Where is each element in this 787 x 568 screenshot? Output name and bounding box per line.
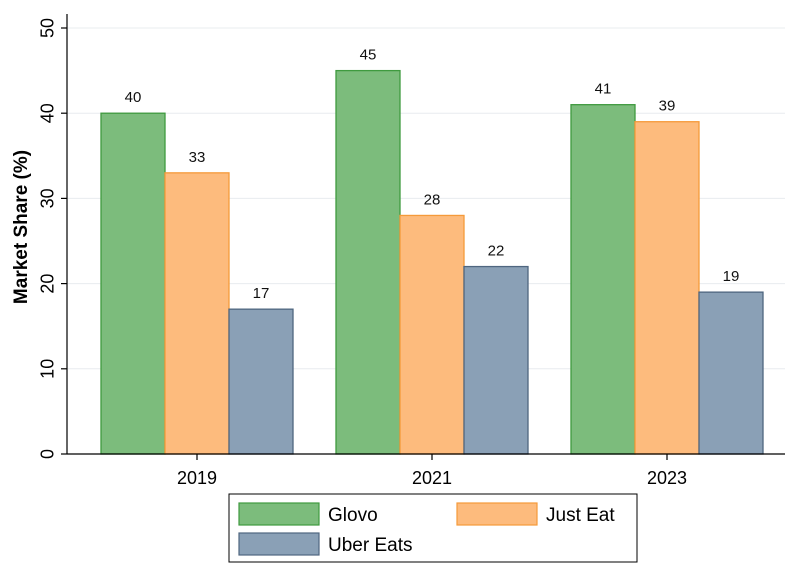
data-labels: 40 33 17 45 28 22 41 39 19: [125, 47, 740, 303]
y-tick-label-10: 10: [37, 359, 57, 379]
bar-just-eat-2023: [634, 121, 700, 455]
data-label-glovo-2021: 45: [360, 47, 377, 64]
bars: [100, 69, 764, 455]
y-tick-label-40: 40: [37, 103, 57, 123]
data-label-glovo-2023: 41: [595, 81, 612, 98]
legend: Glovo Just Eat Uber Eats: [228, 493, 638, 563]
data-label-uber-eats-2019: 17: [253, 285, 270, 302]
bar-uber-eats-2019: [228, 308, 294, 455]
y-tick-label-0: 0: [37, 449, 57, 459]
y-tick-label-20: 20: [37, 274, 57, 294]
legend-swatch-glovo: [238, 502, 320, 526]
bar-uber-eats-2021: [463, 265, 529, 455]
y-tick-label-30: 30: [37, 188, 57, 208]
bar-just-eat-2021: [399, 214, 465, 455]
bar-glovo-2021: [335, 69, 401, 455]
data-label-uber-eats-2023: 19: [723, 268, 740, 285]
legend-swatch-just-eat: [456, 502, 538, 526]
bar-just-eat-2019: [164, 172, 230, 455]
data-label-uber-eats-2021: 22: [488, 243, 505, 260]
y-tick-label-50: 50: [37, 18, 57, 38]
bar-glovo-2019: [100, 112, 166, 455]
data-label-just-eat-2021: 28: [424, 191, 441, 208]
y-axis-title: Market Share (%): [11, 150, 32, 304]
x-tick-label-2019: 2019: [177, 468, 217, 488]
x-tick-label-2021: 2021: [412, 468, 452, 488]
legend-label-just-eat: Just Eat: [546, 505, 615, 526]
axes: 0 10 20 30 40 50 2019 2021 2023: [37, 14, 785, 488]
legend-label-uber-eats: Uber Eats: [328, 535, 412, 556]
data-label-just-eat-2023: 39: [659, 98, 676, 115]
bar-uber-eats-2023: [698, 291, 764, 455]
legend-swatch-uber-eats: [238, 532, 320, 556]
legend-label-glovo: Glovo: [328, 505, 378, 526]
bar-glovo-2023: [570, 104, 636, 455]
x-tick-label-2023: 2023: [647, 468, 687, 488]
data-label-glovo-2019: 40: [125, 89, 142, 106]
data-label-just-eat-2019: 33: [189, 149, 206, 166]
